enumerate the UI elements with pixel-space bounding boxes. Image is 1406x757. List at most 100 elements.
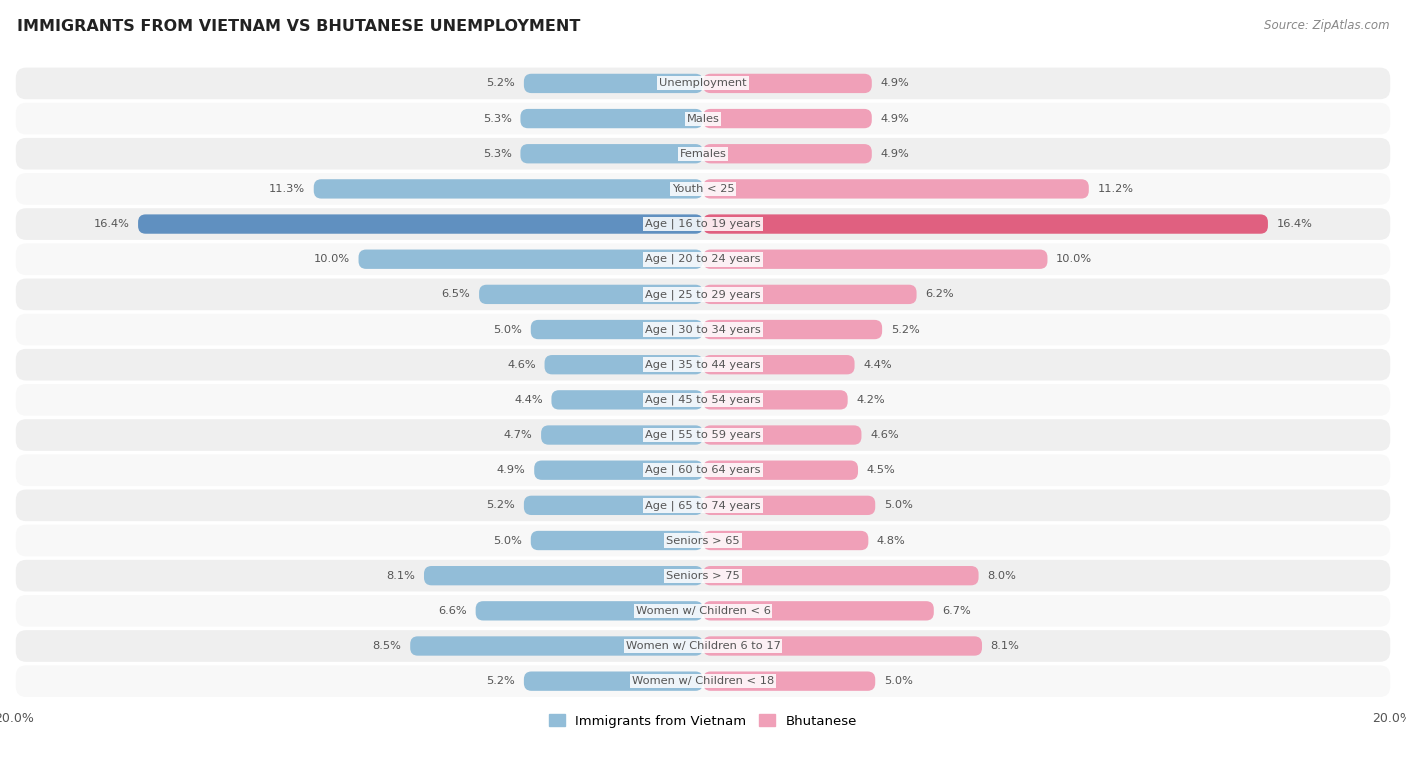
- FancyBboxPatch shape: [524, 73, 703, 93]
- FancyBboxPatch shape: [314, 179, 703, 198]
- Text: 4.9%: 4.9%: [880, 114, 910, 123]
- FancyBboxPatch shape: [15, 419, 1391, 451]
- FancyBboxPatch shape: [703, 73, 872, 93]
- Text: 6.5%: 6.5%: [441, 289, 471, 299]
- Text: 5.2%: 5.2%: [891, 325, 920, 335]
- FancyBboxPatch shape: [541, 425, 703, 444]
- Legend: Immigrants from Vietnam, Bhutanese: Immigrants from Vietnam, Bhutanese: [544, 709, 862, 733]
- Text: 4.8%: 4.8%: [877, 535, 905, 546]
- Text: 5.2%: 5.2%: [486, 676, 515, 686]
- FancyBboxPatch shape: [15, 103, 1391, 135]
- FancyBboxPatch shape: [534, 460, 703, 480]
- FancyBboxPatch shape: [15, 279, 1391, 310]
- FancyBboxPatch shape: [703, 320, 882, 339]
- FancyBboxPatch shape: [703, 637, 981, 656]
- Text: 4.5%: 4.5%: [866, 466, 896, 475]
- Text: 4.9%: 4.9%: [880, 148, 910, 159]
- FancyBboxPatch shape: [15, 313, 1391, 345]
- Text: Seniors > 65: Seniors > 65: [666, 535, 740, 546]
- Text: Age | 30 to 34 years: Age | 30 to 34 years: [645, 324, 761, 335]
- Text: Unemployment: Unemployment: [659, 79, 747, 89]
- Text: Source: ZipAtlas.com: Source: ZipAtlas.com: [1264, 19, 1389, 32]
- Text: 8.1%: 8.1%: [991, 641, 1019, 651]
- FancyBboxPatch shape: [15, 665, 1391, 697]
- Text: 11.3%: 11.3%: [269, 184, 305, 194]
- FancyBboxPatch shape: [703, 214, 1268, 234]
- Text: 5.3%: 5.3%: [482, 148, 512, 159]
- Text: 16.4%: 16.4%: [1277, 219, 1312, 229]
- FancyBboxPatch shape: [703, 425, 862, 444]
- FancyBboxPatch shape: [703, 671, 875, 691]
- Text: Age | 45 to 54 years: Age | 45 to 54 years: [645, 394, 761, 405]
- Text: Age | 35 to 44 years: Age | 35 to 44 years: [645, 360, 761, 370]
- FancyBboxPatch shape: [15, 630, 1391, 662]
- Text: Females: Females: [679, 148, 727, 159]
- Text: 6.2%: 6.2%: [925, 289, 953, 299]
- FancyBboxPatch shape: [15, 525, 1391, 556]
- FancyBboxPatch shape: [15, 384, 1391, 416]
- Text: 4.6%: 4.6%: [870, 430, 898, 440]
- Text: 8.5%: 8.5%: [373, 641, 402, 651]
- FancyBboxPatch shape: [531, 531, 703, 550]
- Text: Women w/ Children < 18: Women w/ Children < 18: [631, 676, 775, 686]
- Text: Women w/ Children 6 to 17: Women w/ Children 6 to 17: [626, 641, 780, 651]
- FancyBboxPatch shape: [479, 285, 703, 304]
- Text: Age | 55 to 59 years: Age | 55 to 59 years: [645, 430, 761, 441]
- Text: 5.0%: 5.0%: [884, 500, 912, 510]
- Text: Women w/ Children < 6: Women w/ Children < 6: [636, 606, 770, 616]
- FancyBboxPatch shape: [703, 390, 848, 410]
- FancyBboxPatch shape: [425, 566, 703, 585]
- FancyBboxPatch shape: [703, 250, 1047, 269]
- Text: Age | 16 to 19 years: Age | 16 to 19 years: [645, 219, 761, 229]
- FancyBboxPatch shape: [703, 601, 934, 621]
- FancyBboxPatch shape: [15, 454, 1391, 486]
- FancyBboxPatch shape: [520, 109, 703, 128]
- Text: 8.0%: 8.0%: [987, 571, 1017, 581]
- FancyBboxPatch shape: [703, 566, 979, 585]
- FancyBboxPatch shape: [703, 531, 869, 550]
- Text: Age | 20 to 24 years: Age | 20 to 24 years: [645, 254, 761, 264]
- FancyBboxPatch shape: [15, 67, 1391, 99]
- Text: 5.2%: 5.2%: [486, 500, 515, 510]
- FancyBboxPatch shape: [531, 320, 703, 339]
- Text: 4.2%: 4.2%: [856, 395, 884, 405]
- Text: Youth < 25: Youth < 25: [672, 184, 734, 194]
- FancyBboxPatch shape: [703, 460, 858, 480]
- FancyBboxPatch shape: [703, 144, 872, 164]
- FancyBboxPatch shape: [703, 285, 917, 304]
- FancyBboxPatch shape: [15, 173, 1391, 204]
- FancyBboxPatch shape: [524, 496, 703, 515]
- FancyBboxPatch shape: [703, 496, 875, 515]
- FancyBboxPatch shape: [359, 250, 703, 269]
- Text: Seniors > 75: Seniors > 75: [666, 571, 740, 581]
- Text: 5.3%: 5.3%: [482, 114, 512, 123]
- Text: Age | 60 to 64 years: Age | 60 to 64 years: [645, 465, 761, 475]
- FancyBboxPatch shape: [411, 637, 703, 656]
- Text: 4.9%: 4.9%: [496, 466, 526, 475]
- Text: 8.1%: 8.1%: [387, 571, 415, 581]
- FancyBboxPatch shape: [475, 601, 703, 621]
- FancyBboxPatch shape: [520, 144, 703, 164]
- Text: 10.0%: 10.0%: [1056, 254, 1092, 264]
- Text: Age | 25 to 29 years: Age | 25 to 29 years: [645, 289, 761, 300]
- Text: 10.0%: 10.0%: [314, 254, 350, 264]
- Text: 5.0%: 5.0%: [494, 325, 522, 335]
- FancyBboxPatch shape: [15, 490, 1391, 521]
- FancyBboxPatch shape: [15, 560, 1391, 591]
- Text: 4.6%: 4.6%: [508, 360, 536, 369]
- Text: 16.4%: 16.4%: [94, 219, 129, 229]
- Text: 5.0%: 5.0%: [884, 676, 912, 686]
- FancyBboxPatch shape: [703, 179, 1088, 198]
- FancyBboxPatch shape: [544, 355, 703, 375]
- Text: 4.4%: 4.4%: [515, 395, 543, 405]
- FancyBboxPatch shape: [703, 355, 855, 375]
- Text: 6.7%: 6.7%: [942, 606, 972, 616]
- Text: Age | 65 to 74 years: Age | 65 to 74 years: [645, 500, 761, 511]
- FancyBboxPatch shape: [15, 244, 1391, 275]
- Text: 4.7%: 4.7%: [503, 430, 533, 440]
- Text: Males: Males: [686, 114, 720, 123]
- Text: IMMIGRANTS FROM VIETNAM VS BHUTANESE UNEMPLOYMENT: IMMIGRANTS FROM VIETNAM VS BHUTANESE UNE…: [17, 19, 581, 34]
- Text: 4.9%: 4.9%: [880, 79, 910, 89]
- Text: 6.6%: 6.6%: [439, 606, 467, 616]
- FancyBboxPatch shape: [15, 595, 1391, 627]
